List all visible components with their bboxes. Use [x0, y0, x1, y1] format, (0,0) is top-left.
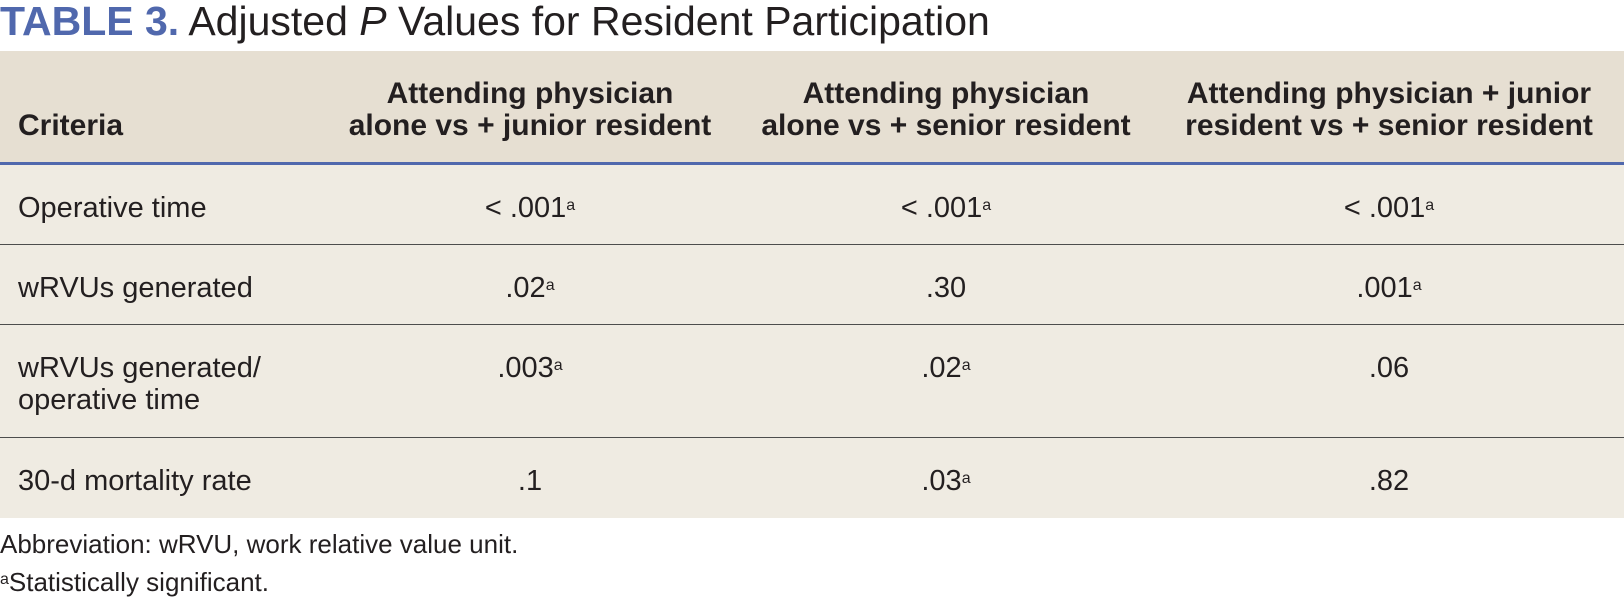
header-criteria-label: Criteria	[18, 109, 124, 142]
row-criteria-line2: operative time	[18, 384, 201, 416]
significance-mark: a	[961, 357, 971, 374]
row-criteria: wRVUs generated/ operative time	[0, 352, 322, 437]
row-value: .1	[322, 465, 738, 518]
significance-note: aStatistically significant.	[0, 563, 518, 601]
results-table: Criteria Attending physician alone vs + …	[0, 51, 1624, 518]
row-value: .03a	[738, 465, 1154, 518]
row-criteria-line1: wRVUs generated	[18, 272, 253, 304]
table-header-row: Criteria Attending physician alone vs + …	[0, 51, 1624, 165]
significance-note-mark: a	[0, 571, 9, 588]
p-value: .06	[1368, 352, 1410, 384]
header-criteria: Criteria	[0, 51, 322, 162]
significance-mark: a	[961, 470, 971, 487]
header-col-jvs-line1: Attending physician + junior	[1186, 77, 1592, 110]
header-col-junior: Attending physician alone vs + junior re…	[322, 51, 738, 162]
p-value: .02	[921, 352, 962, 384]
p-value: .82	[1368, 465, 1410, 497]
significance-mark: a	[553, 357, 563, 374]
table-number: TABLE 3.	[0, 0, 180, 44]
title-text-pre: Adjusted	[179, 0, 360, 44]
row-value: .003a	[322, 352, 738, 437]
row-value: .001a	[1154, 272, 1624, 324]
header-col-jvs-line2: resident vs + senior resident	[1185, 109, 1593, 142]
header-col-senior-line2: alone vs + senior resident	[761, 109, 1131, 142]
table-row: wRVUs generated/ operative time .003a .0…	[0, 325, 1624, 438]
title-text-post: Values for Resident Participation	[386, 0, 990, 44]
header-col-junior-vs-senior: Attending physician + junior resident vs…	[1154, 51, 1624, 162]
p-value: .003	[497, 352, 554, 384]
p-value: .03	[921, 465, 962, 497]
significance-mark: a	[1412, 277, 1422, 294]
table-row: wRVUs generated .02a .30 .001a	[0, 245, 1624, 325]
table-row: 30-d mortality rate .1 .03a .82	[0, 438, 1624, 518]
title-italic-p: P	[359, 0, 387, 44]
row-value: < .001a	[322, 192, 738, 244]
row-value: < .001a	[738, 192, 1154, 244]
row-value: .82	[1154, 465, 1624, 518]
row-criteria-line1: 30-d mortality rate	[18, 465, 252, 497]
row-criteria: Operative time	[0, 192, 322, 244]
p-value: .30	[925, 272, 967, 304]
significance-note-text: Statistically significant.	[8, 567, 270, 597]
header-col-junior-line1: Attending physician	[386, 77, 674, 110]
p-value: < .001	[900, 192, 983, 224]
row-value: .02a	[738, 352, 1154, 437]
table-title: TABLE 3. Adjusted P Values for Resident …	[0, 0, 990, 48]
p-value: .001	[1356, 272, 1413, 304]
p-value: < .001	[484, 192, 567, 224]
row-value: .06	[1154, 352, 1624, 437]
table-footnotes: Abbreviation: wRVU, work relative value …	[0, 525, 518, 601]
significance-mark: a	[982, 197, 992, 214]
p-value: .02	[505, 272, 546, 304]
significance-mark: a	[566, 197, 576, 214]
p-value: .1	[517, 465, 543, 497]
row-criteria: 30-d mortality rate	[0, 465, 322, 518]
p-value: < .001	[1343, 192, 1426, 224]
row-criteria: wRVUs generated	[0, 272, 322, 324]
table-row: Operative time < .001a < .001a < .001a	[0, 165, 1624, 245]
row-value: .02a	[322, 272, 738, 324]
row-value: .30	[738, 272, 1154, 324]
significance-mark: a	[545, 277, 555, 294]
abbreviation-note: Abbreviation: wRVU, work relative value …	[0, 529, 519, 559]
header-col-senior: Attending physician alone vs + senior re…	[738, 51, 1154, 162]
header-col-junior-line2: alone vs + junior resident	[348, 109, 712, 142]
row-criteria-line1: Operative time	[18, 192, 207, 224]
header-col-senior-line1: Attending physician	[802, 77, 1090, 110]
row-value: < .001a	[1154, 192, 1624, 244]
significance-mark: a	[1425, 197, 1435, 214]
row-criteria-line1: wRVUs generated/	[18, 352, 261, 384]
